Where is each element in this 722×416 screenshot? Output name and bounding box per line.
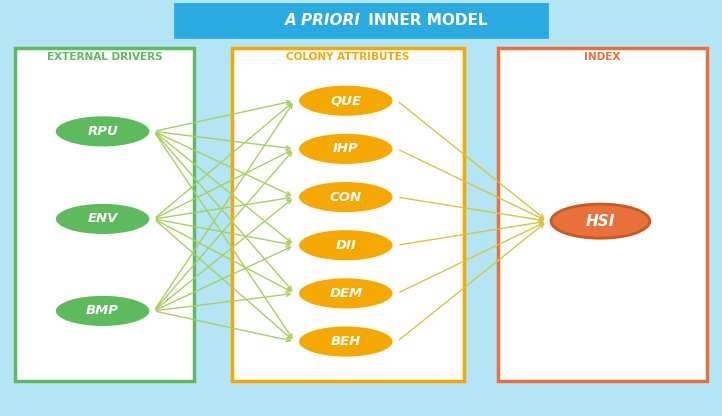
Text: INDEX: INDEX (584, 52, 620, 62)
Text: COLONY ATTRIBUTES: COLONY ATTRIBUTES (286, 52, 409, 62)
FancyBboxPatch shape (232, 48, 464, 381)
Ellipse shape (551, 204, 650, 238)
Ellipse shape (298, 181, 393, 213)
Text: DEM: DEM (329, 287, 362, 300)
Ellipse shape (298, 133, 393, 165)
Ellipse shape (298, 85, 393, 116)
Text: IHP: IHP (333, 142, 359, 156)
Text: QUE: QUE (330, 94, 361, 107)
Ellipse shape (55, 203, 150, 235)
FancyBboxPatch shape (15, 48, 193, 381)
Text: EXTERNAL DRIVERS: EXTERNAL DRIVERS (47, 52, 162, 62)
Text: RPU: RPU (87, 125, 118, 138)
Text: ENV: ENV (87, 213, 118, 225)
Text: A PRIORI: A PRIORI (285, 13, 361, 28)
Text: HSI: HSI (586, 214, 615, 229)
Text: DII: DII (336, 239, 356, 252)
Text: BEH: BEH (331, 335, 361, 348)
Ellipse shape (298, 277, 393, 309)
Text: BMP: BMP (86, 305, 119, 317)
FancyBboxPatch shape (175, 5, 547, 37)
Text: INNER MODEL: INNER MODEL (363, 13, 488, 28)
FancyBboxPatch shape (497, 48, 707, 381)
Text: CON: CON (330, 191, 362, 203)
Ellipse shape (298, 230, 393, 261)
Ellipse shape (55, 295, 150, 327)
Ellipse shape (298, 326, 393, 357)
Ellipse shape (55, 116, 150, 147)
